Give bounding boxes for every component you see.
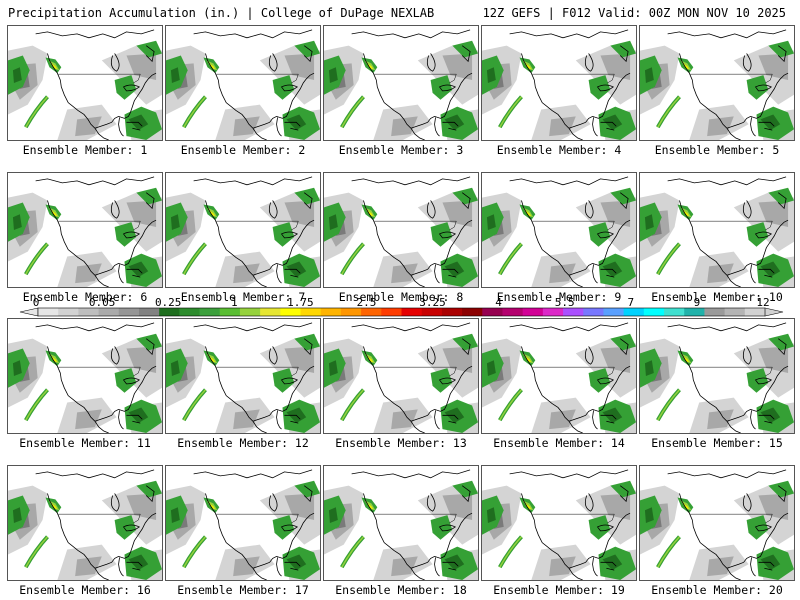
legend-color-swatch <box>361 308 382 316</box>
legend-color-swatch <box>684 308 705 316</box>
ensemble-member-map <box>639 172 795 288</box>
legend-color-swatch <box>542 308 564 316</box>
legend-color-swatch <box>563 308 584 316</box>
ensemble-member-map <box>481 172 637 288</box>
legend-color-swatch <box>118 308 140 316</box>
legend-tick-label: 0 <box>33 296 40 309</box>
ensemble-member-map <box>7 465 163 581</box>
ensemble-member-caption: Ensemble Member: 8 <box>338 290 464 304</box>
ensemble-member-caption: Ensemble Member: 12 <box>177 436 309 450</box>
legend-color-swatch <box>138 308 160 316</box>
ensemble-member-caption: Ensemble Member: 13 <box>335 436 467 450</box>
legend-color-swatch <box>320 308 342 316</box>
legend-color-swatch <box>623 308 645 316</box>
legend-color-swatch <box>421 308 443 316</box>
ensemble-member-caption: Ensemble Member: 11 <box>19 436 151 450</box>
legend-color-swatch <box>199 308 221 316</box>
legend-color-swatch <box>482 308 503 316</box>
ensemble-member-map <box>165 318 321 434</box>
legend-tick-label: 3.25 <box>419 296 446 309</box>
ensemble-member-caption: Ensemble Member: 20 <box>651 583 783 597</box>
ensemble-member-caption: Ensemble Member: 19 <box>493 583 625 597</box>
ensemble-member-map <box>7 318 163 434</box>
legend-color-swatch <box>159 308 180 316</box>
legend-color-swatch <box>441 308 463 316</box>
legend-color-swatch <box>583 308 604 316</box>
map-title: Precipitation Accumulation (in.) | Colle… <box>8 6 435 20</box>
legend-color-swatch <box>260 308 281 316</box>
ensemble-member-caption: Ensemble Member: 4 <box>496 143 622 157</box>
legend-tick-label: 1.75 <box>287 296 314 309</box>
legend-left-arrow <box>19 307 39 317</box>
ensemble-member-caption: Ensemble Member: 17 <box>177 583 309 597</box>
ensemble-member-caption: Ensemble Member: 3 <box>338 143 464 157</box>
ensemble-member-map <box>165 172 321 288</box>
legend-tick-label: 0.25 <box>155 296 182 309</box>
legend-color-swatch <box>744 308 766 316</box>
legend-color-swatch <box>239 308 261 316</box>
ensemble-member-map <box>165 25 321 141</box>
legend-tick-label: 12 <box>756 296 769 309</box>
ensemble-member-caption: Ensemble Member: 10 <box>651 290 783 304</box>
ensemble-member-map <box>481 318 637 434</box>
ensemble-member-caption: Ensemble Member: 16 <box>19 583 151 597</box>
ensemble-member-map <box>639 25 795 141</box>
legend-color-swatch <box>280 308 301 316</box>
ensemble-member-map <box>165 465 321 581</box>
ensemble-member-caption: Ensemble Member: 9 <box>496 290 622 304</box>
model-run-info: 12Z GEFS | F012 Valid: 00Z MON NOV 10 20… <box>482 6 786 20</box>
legend-color-swatch <box>502 308 524 316</box>
legend-color-swatch <box>98 308 120 316</box>
legend-tick-label: 5.5 <box>555 296 575 309</box>
legend-tick-label: 7 <box>627 296 634 309</box>
ensemble-member-map <box>481 25 637 141</box>
ensemble-member-caption: Ensemble Member: 14 <box>493 436 625 450</box>
ensemble-member-caption: Ensemble Member: 2 <box>180 143 306 157</box>
ensemble-member-map <box>639 318 795 434</box>
legend-tick-label: 2.5 <box>357 296 377 309</box>
ensemble-member-caption: Ensemble Member: 15 <box>651 436 783 450</box>
legend-color-swatch <box>522 308 544 316</box>
legend-color-swatch <box>179 308 200 316</box>
ensemble-member-map <box>7 172 163 288</box>
ensemble-member-map <box>639 465 795 581</box>
legend-color-swatch <box>219 308 241 316</box>
color-scale-legend: 0 0.05 0.25 1 1.75 2.5 3.25 4 5.5 7 9 12 <box>19 296 784 317</box>
legend-color-swatch <box>704 308 726 316</box>
ensemble-member-caption: Ensemble Member: 1 <box>22 143 148 157</box>
legend-tick-label: 1 <box>231 296 238 309</box>
legend-tick-label: 4 <box>495 296 502 309</box>
legend-color-swatch <box>643 308 665 316</box>
ensemble-member-caption: Ensemble Member: 6 <box>22 290 148 304</box>
ensemble-member-map <box>323 465 479 581</box>
legend-color-swatch <box>462 308 483 316</box>
legend-color-swatch <box>664 308 685 316</box>
legend-color-swatch <box>724 308 746 316</box>
ensemble-member-map <box>7 25 163 141</box>
ensemble-member-map <box>323 25 479 141</box>
legend-color-swatch <box>78 308 99 316</box>
legend-color-swatch <box>300 308 322 316</box>
legend-color-swatch <box>58 308 79 316</box>
ensemble-member-caption: Ensemble Member: 5 <box>654 143 780 157</box>
ensemble-member-map <box>323 318 479 434</box>
legend-tick-label: 9 <box>694 296 701 309</box>
legend-color-swatch <box>381 308 402 316</box>
legend-color-swatch <box>603 308 625 316</box>
ensemble-member-caption: Ensemble Member: 7 <box>180 290 306 304</box>
legend-frame <box>37 307 766 317</box>
ensemble-member-map <box>323 172 479 288</box>
legend-color-swatch <box>401 308 423 316</box>
legend-color-swatch <box>38 308 59 316</box>
legend-tick-label: 0.05 <box>89 296 116 309</box>
ensemble-member-map <box>481 465 637 581</box>
ensemble-member-caption: Ensemble Member: 18 <box>335 583 467 597</box>
legend-right-arrow <box>764 307 784 317</box>
legend-color-swatch <box>340 308 362 316</box>
